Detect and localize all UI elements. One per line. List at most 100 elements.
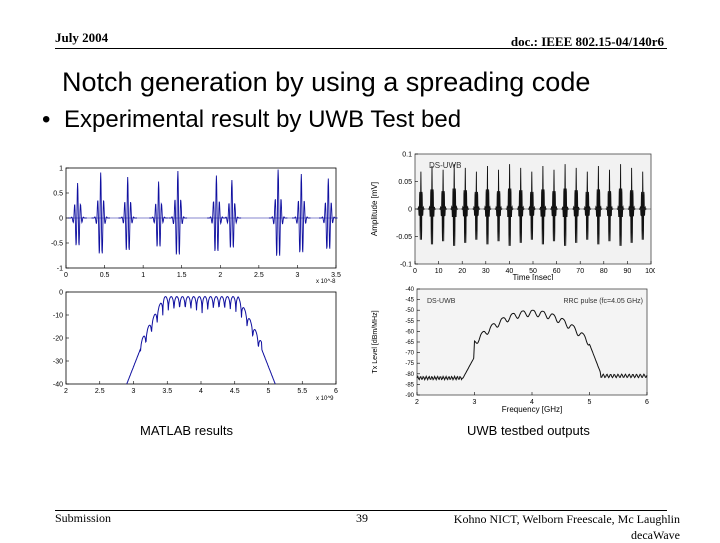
testbed-time-pulse <box>516 167 525 243</box>
footer-divider <box>55 510 667 511</box>
matlab-time-exponent: x 10^-8 <box>316 279 336 285</box>
matlab-time-ytick-label: -1 <box>57 265 63 272</box>
page-number: 39 <box>356 511 368 525</box>
testbed-spectrum-ytick-label: -40 <box>405 287 414 293</box>
testbed-time-ylabel: Amplitude [mV] <box>370 182 379 236</box>
testbed-time-chart: 0 10 20 30 40 50 60 70 80 90 100 0.1 0.05 0 -0.05 -0.1 D… <box>370 151 657 282</box>
testbed-spectrum-ylabel: Tx Level [dBm/MHz] <box>372 310 379 373</box>
testbed-spectrum-trace <box>416 309 648 382</box>
testbed-spectrum-xtick-label: 2 <box>415 399 419 406</box>
testbed-time-xtick-label: 20 <box>458 268 466 275</box>
testbed-spectrum-ytick-label: -60 <box>405 329 414 335</box>
testbed-time-pulse <box>427 165 437 245</box>
testbed-spectrum-ytick-label: -90 <box>405 393 414 399</box>
matlab-time-pulse <box>149 181 168 247</box>
testbed-spectrum-chart: 2 3 4 5 6 -40 -45 -50 -55 -60 -65 -70 -75 -80 -85 -90 DS… <box>372 287 649 414</box>
matlab-time-pulse <box>268 169 288 256</box>
matlab-time-pulse <box>118 176 137 250</box>
caption-testbed: UWB testbed outputs <box>467 423 590 438</box>
slide-title: Notch generation by using a spreading co… <box>62 67 591 97</box>
testbed-time-ytick-label: 0.05 <box>398 179 412 186</box>
matlab-time-pulse <box>207 175 226 252</box>
caption-matlab: MATLAB results <box>140 423 233 438</box>
matlab-time-xtick-label: 3.5 <box>331 272 341 279</box>
testbed-spectrum-annotation: RRC pulse (fc=4.05 GHz) <box>563 298 643 305</box>
matlab-time-xtick-label: 2.5 <box>254 272 264 279</box>
testbed-time-xtick-label: 70 <box>576 268 584 275</box>
testbed-spectrum-xtick-label: 3 <box>473 399 477 406</box>
matlab-time-pulse <box>91 172 110 254</box>
testbed-spectrum-ytick-label: -65 <box>405 340 414 346</box>
testbed-time-pulse <box>538 165 547 245</box>
testbed-time-plot: 0 10 20 30 40 50 60 70 80 90 100 0.1 0.05 0 -0.05 -0.1 D… <box>365 148 657 282</box>
bullet-text: Experimental result by UWB Test bed <box>64 106 462 133</box>
matlab-time-ytick-label: 0.5 <box>53 190 63 197</box>
testbed-time-pulse <box>494 169 503 242</box>
testbed-time-pulse <box>483 165 492 245</box>
testbed-time-ytick-label: 0 <box>408 206 412 213</box>
matlab-spectrum-ytick-label: -30 <box>53 358 63 365</box>
matlab-spectrum-ytick-label: -40 <box>53 381 63 388</box>
testbed-spectrum-xtick-label: 4 <box>530 399 534 406</box>
matlab-spectrum-xtick-label: 2.5 <box>95 388 105 395</box>
testbed-time-pulse <box>605 169 614 242</box>
testbed-time-pulse <box>505 164 514 246</box>
matlab-spectrum-exponent: x 10^9 <box>316 396 334 402</box>
matlab-spectrum-xtick-label: 4 <box>199 388 203 395</box>
matlab-time-ytick-label: -0.5 <box>51 240 63 247</box>
testbed-spectrum-ytick-label: -75 <box>405 361 414 367</box>
matlab-spectrum-xtick-label: 3.5 <box>162 388 172 395</box>
matlab-time-xtick-label: 3 <box>295 272 299 279</box>
testbed-time-pulse <box>549 169 559 242</box>
matlab-spectrum-xtick-label: 6 <box>334 388 338 395</box>
matlab-spectrum-xtick-label: 2 <box>64 388 68 395</box>
header-divider <box>55 48 667 49</box>
testbed-spectrum-ytick-label: -80 <box>405 372 414 378</box>
matlab-spectrum-xtick-label: 5.5 <box>297 388 307 395</box>
matlab-time-pulse <box>168 170 188 255</box>
testbed-spectrum-series-label: DS-UWB <box>427 298 456 305</box>
testbed-time-xtick-label: 80 <box>600 268 608 275</box>
matlab-spectrum-ytick-label: -10 <box>53 312 63 319</box>
testbed-time-series-label: DS-UWB <box>429 161 461 170</box>
matlab-spectrum-plot: 2 2.5 3 3.5 4 4.5 5 5.5 6 0 -10 -20 -30 -40 x 10^9 <box>50 287 350 412</box>
testbed-time-pulse <box>638 171 647 240</box>
testbed-spectrum-xtick-label: 6 <box>645 399 649 406</box>
matlab-time-pulse <box>319 178 338 249</box>
matlab-spectrum-xtick-label: 4.5 <box>230 388 240 395</box>
matlab-time-chart: 0 0.5 1 1.5 2 2.5 3 3.5 1 0.5 0 -0.5 -1 x 10^-8 <box>51 165 341 285</box>
matlab-time-pulse <box>292 173 311 253</box>
testbed-time-pulse <box>450 164 459 246</box>
matlab-time-ytick-label: 1 <box>59 165 63 172</box>
testbed-time-xtick-label: 90 <box>624 268 632 275</box>
header-date: July 2004 <box>55 30 109 45</box>
matlab-spectrum-xtick-label: 5 <box>267 388 271 395</box>
testbed-time-pulse <box>616 164 625 246</box>
testbed-time-xtick-label: 0 <box>413 268 417 275</box>
matlab-spectrum-chart: 2 2.5 3 3.5 4 4.5 5 5.5 6 0 -10 -20 -30 -40 x 10^9 <box>53 289 338 402</box>
footer-authors: Kohno NICT, Welborn Freescale, Mc Laughl… <box>454 511 680 543</box>
bullet-item: • Experimental result by UWB Test bed <box>42 106 461 134</box>
testbed-time-ytick-label: -0.1 <box>400 261 412 268</box>
testbed-time-xtick-label: 60 <box>553 268 561 275</box>
matlab-time-pulse <box>68 182 87 246</box>
testbed-time-pulse <box>627 167 636 243</box>
testbed-time-pulse <box>416 171 425 240</box>
testbed-spectrum-ytick-label: -50 <box>405 308 414 314</box>
testbed-spectrum-xlabel: Frequency [GHz] <box>502 405 562 414</box>
matlab-time-xtick-label: 1.5 <box>177 272 187 279</box>
testbed-spectrum-ytick-label: -45 <box>405 298 414 304</box>
matlab-spectrum-frame <box>65 291 337 385</box>
testbed-time-xtick-label: 40 <box>506 268 514 275</box>
footer-submission: Submission <box>55 511 112 525</box>
testbed-time-xlabel: Time [nsec] <box>512 273 553 280</box>
testbed-time-pulse <box>594 165 603 245</box>
header-doc-id: doc.: IEEE 802.15-04/140r6 <box>510 34 664 49</box>
bullet-dot-icon: • <box>42 106 51 133</box>
footer-authors-line1: Kohno NICT, Welborn Freescale, Mc Laughl… <box>453 512 680 526</box>
footer-authors-line2: decaWave <box>631 528 680 542</box>
matlab-spectrum-ytick-label: 0 <box>59 289 63 296</box>
testbed-spectrum-plot: 2 3 4 5 6 -40 -45 -50 -55 -60 -65 -70 -75 -80 -85 -90 DS… <box>365 285 655 415</box>
testbed-time-pulse <box>572 167 581 243</box>
testbed-spectrum-ytick-label: -85 <box>405 382 414 388</box>
